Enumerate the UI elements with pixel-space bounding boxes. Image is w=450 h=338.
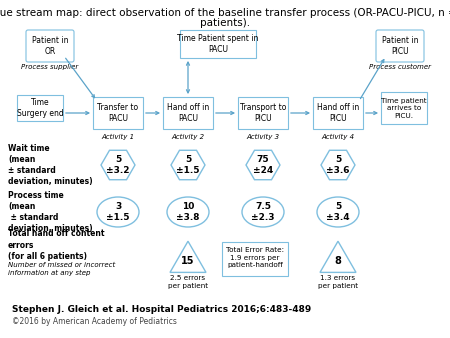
FancyBboxPatch shape (313, 97, 363, 129)
Text: ©2016 by American Academy of Pediatrics: ©2016 by American Academy of Pediatrics (12, 317, 177, 326)
FancyBboxPatch shape (238, 97, 288, 129)
Polygon shape (170, 241, 206, 272)
FancyBboxPatch shape (180, 30, 256, 58)
Text: 5
±3.4: 5 ±3.4 (326, 202, 350, 222)
Text: 75
±24: 75 ±24 (253, 155, 273, 175)
Text: Activity 1: Activity 1 (101, 134, 135, 140)
Text: Time patient
arrives to
PICU.: Time patient arrives to PICU. (381, 97, 427, 119)
Text: Process supplier: Process supplier (22, 64, 79, 70)
FancyBboxPatch shape (26, 30, 74, 62)
Ellipse shape (97, 197, 139, 227)
Text: 15: 15 (181, 256, 195, 266)
Text: Process time
(mean
 ± standard
deviation, minutes): Process time (mean ± standard deviation,… (8, 191, 93, 233)
Text: Number of missed or incorrect
information at any step: Number of missed or incorrect informatio… (8, 262, 115, 276)
Polygon shape (171, 150, 205, 180)
Text: Activity 2: Activity 2 (171, 134, 205, 140)
FancyBboxPatch shape (381, 92, 427, 124)
Text: 8: 8 (334, 256, 342, 266)
Text: Time
Surgery end: Time Surgery end (17, 98, 63, 118)
Text: 5
±3.2: 5 ±3.2 (106, 155, 130, 175)
Text: Transfer to
PACU: Transfer to PACU (98, 103, 139, 123)
Polygon shape (101, 150, 135, 180)
Text: Activity 3: Activity 3 (247, 134, 279, 140)
Text: 3
±1.5: 3 ±1.5 (106, 202, 130, 222)
Ellipse shape (242, 197, 284, 227)
Text: Total hand off content
errors
(for all 6 patients): Total hand off content errors (for all 6… (8, 230, 104, 261)
Text: Value stream map: direct observation of the baseline transfer process (OR-PACU-P: Value stream map: direct observation of … (0, 8, 450, 18)
Ellipse shape (317, 197, 359, 227)
Ellipse shape (167, 197, 209, 227)
Text: Hand off in
PACU: Hand off in PACU (167, 103, 209, 123)
Text: patients).: patients). (200, 18, 250, 28)
Text: Total Error Rate:
1.9 errors per
patient-handoff: Total Error Rate: 1.9 errors per patient… (226, 247, 284, 268)
FancyBboxPatch shape (163, 97, 213, 129)
Text: Patient in
PICU: Patient in PICU (382, 36, 418, 56)
Text: 2.5 errors
per patient: 2.5 errors per patient (168, 275, 208, 289)
Text: Hand off in
PICU: Hand off in PICU (317, 103, 359, 123)
FancyBboxPatch shape (222, 242, 288, 276)
Text: Transport to
PICU: Transport to PICU (240, 103, 286, 123)
Polygon shape (320, 241, 356, 272)
Text: Process customer: Process customer (369, 64, 431, 70)
Text: Activity 4: Activity 4 (321, 134, 355, 140)
Polygon shape (246, 150, 280, 180)
Text: Time Patient spent in
PACU: Time Patient spent in PACU (177, 34, 259, 54)
Text: Patient in
OR: Patient in OR (32, 36, 68, 56)
Text: 10
±3.8: 10 ±3.8 (176, 202, 200, 222)
Text: Stephen J. Gleich et al. Hospital Pediatrics 2016;6:483-489: Stephen J. Gleich et al. Hospital Pediat… (12, 305, 311, 314)
Text: 1.3 errors
per patient: 1.3 errors per patient (318, 275, 358, 289)
Text: Wait time
(mean
± standard
deviation, minutes): Wait time (mean ± standard deviation, mi… (8, 144, 93, 186)
FancyBboxPatch shape (17, 95, 63, 121)
Text: 7.5
±2.3: 7.5 ±2.3 (251, 202, 275, 222)
FancyBboxPatch shape (93, 97, 143, 129)
Text: 5
±1.5: 5 ±1.5 (176, 155, 200, 175)
FancyBboxPatch shape (376, 30, 424, 62)
Text: 5
±3.6: 5 ±3.6 (326, 155, 350, 175)
Polygon shape (321, 150, 355, 180)
